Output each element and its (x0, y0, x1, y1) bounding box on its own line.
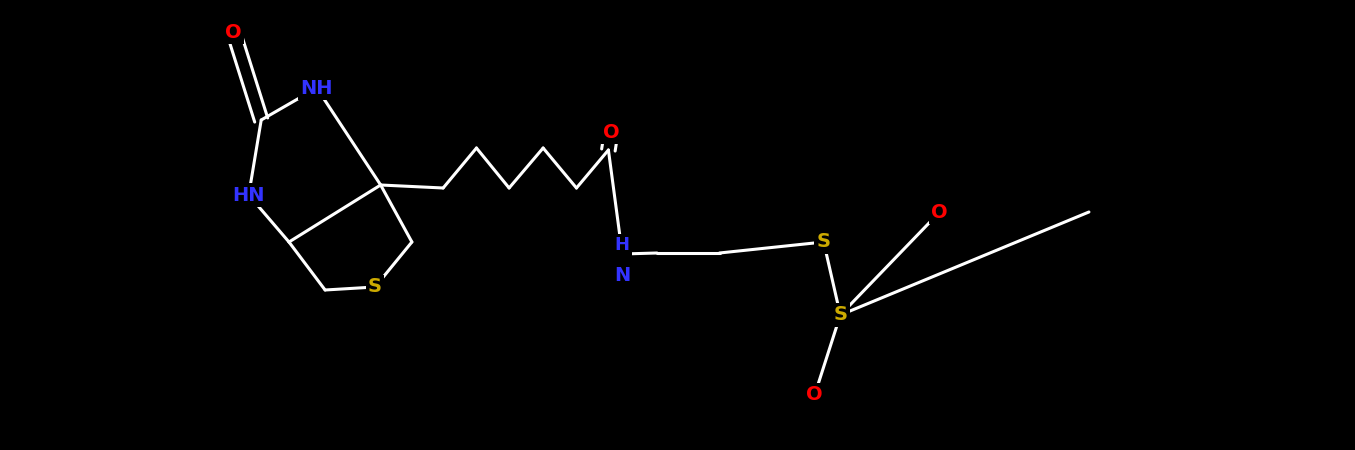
Text: O: O (806, 386, 822, 405)
Text: O: O (931, 202, 948, 221)
Text: H: H (615, 236, 630, 254)
Text: S: S (369, 278, 382, 297)
Text: S: S (833, 306, 847, 324)
Text: N: N (614, 266, 630, 285)
Text: NH: NH (301, 78, 333, 98)
Text: S: S (817, 233, 831, 252)
Text: O: O (603, 122, 619, 141)
Text: O: O (225, 22, 241, 41)
Text: HN: HN (233, 185, 266, 204)
